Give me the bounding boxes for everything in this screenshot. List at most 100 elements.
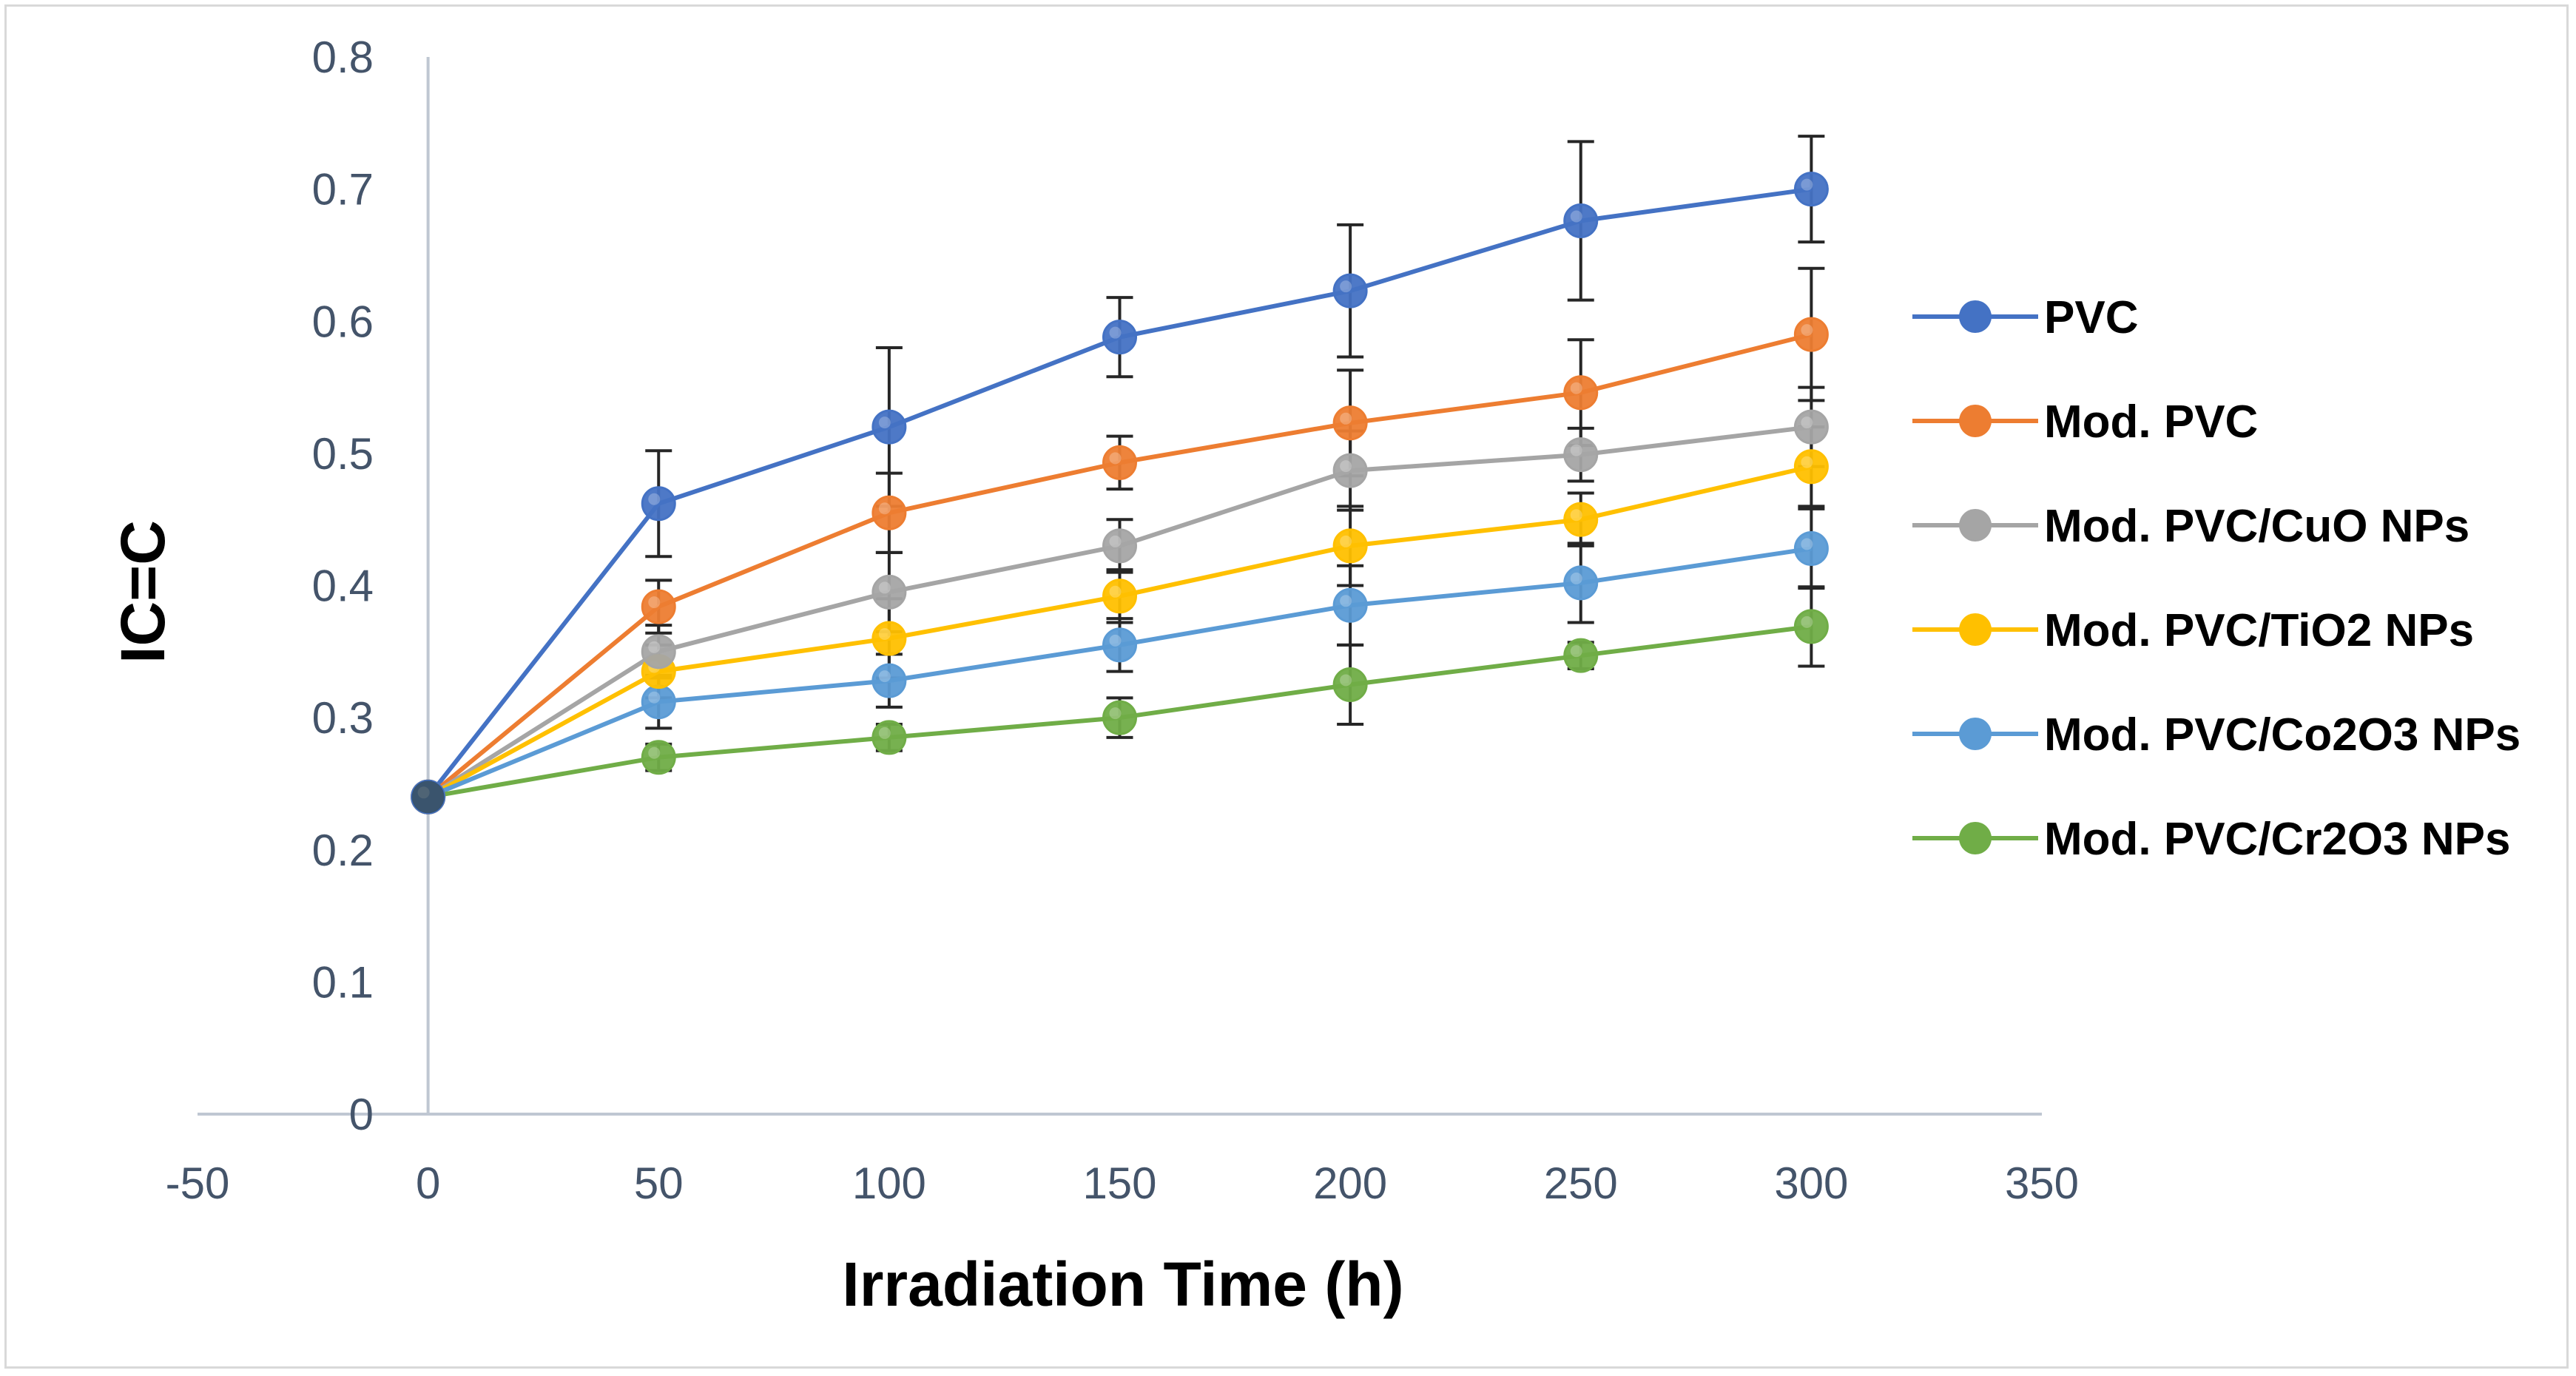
y-tick-label: 0.5 — [312, 429, 374, 479]
legend-marker — [1959, 718, 1992, 750]
legend-label: Mod. PVC/TiO2 NPs — [2044, 605, 2474, 656]
data-point-highlight — [1109, 634, 1122, 647]
data-point-highlight — [1340, 412, 1352, 425]
x-tick-label: -50 — [166, 1159, 230, 1208]
y-tick-label: 0.7 — [312, 165, 374, 215]
legend-label: Mod. PVC — [2044, 397, 2258, 448]
axes — [198, 57, 2042, 1116]
data-point-highlight — [1801, 616, 1813, 628]
data-point-highlight — [1570, 509, 1582, 522]
data-point-highlight — [1340, 280, 1352, 293]
data-point-highlight — [648, 493, 661, 505]
data-point — [1563, 638, 1599, 673]
data-point-highlight — [878, 416, 891, 429]
data-point — [1102, 579, 1137, 614]
x-tick-label: 50 — [634, 1159, 684, 1208]
legend-marker — [1959, 300, 1992, 333]
legend-label: Mod. PVC/Co2O3 NPs — [2044, 709, 2521, 760]
data-point-highlight — [648, 746, 661, 759]
data-point-highlight — [1801, 538, 1813, 550]
data-point — [1793, 409, 1829, 445]
data-point-highlight — [878, 670, 891, 683]
data-point-highlight — [1570, 210, 1582, 223]
y-tick-label: 0.8 — [312, 33, 374, 82]
data-point-highlight — [648, 596, 661, 609]
data-point-highlight — [1801, 178, 1813, 191]
tick-labels: -50 0 50 100 150 200 250 300 350 0 0.1 0.2 0.3 0.4 0.5… — [166, 33, 2079, 1208]
data-point — [641, 486, 676, 522]
data-point — [641, 589, 676, 624]
data-point — [1793, 530, 1829, 566]
legend-label: Mod. PVC/CuO NPs — [2044, 501, 2469, 552]
data-point-highlight — [1340, 535, 1352, 547]
x-tick-label: 200 — [1313, 1159, 1387, 1208]
legend: PVC Mod. PVC Mod. PVC/CuO NPs Mod. PVC/TiO2… — [1912, 292, 2521, 865]
data-point — [1102, 320, 1137, 355]
data-point-highlight — [1109, 707, 1122, 720]
data-point-highlight — [1570, 444, 1582, 456]
chart-frame — [4, 4, 2569, 1369]
data-point-highlight — [878, 627, 891, 640]
data-point — [871, 574, 907, 610]
data-point-highlight — [648, 691, 661, 704]
data-point-highlight — [1801, 416, 1813, 429]
y-axis-title: IC=C — [108, 520, 178, 664]
x-tick-label: 150 — [1082, 1159, 1156, 1208]
legend-label: PVC — [2044, 292, 2138, 343]
data-point-highlight — [878, 502, 891, 515]
data-point — [1332, 667, 1368, 702]
data-point — [1332, 273, 1368, 308]
x-tick-label: 100 — [852, 1159, 926, 1208]
data-point — [871, 663, 907, 698]
data-point — [1793, 609, 1829, 644]
data-point — [1102, 445, 1137, 480]
data-point-highlight — [878, 726, 891, 739]
data-point — [871, 409, 907, 445]
data-point — [1332, 587, 1368, 623]
data-point — [1563, 502, 1599, 537]
y-tick-label: 0 — [349, 1090, 374, 1139]
data-point — [1793, 317, 1829, 352]
data-point — [641, 684, 676, 720]
data-point — [1332, 528, 1368, 564]
x-tick-label: 250 — [1544, 1159, 1618, 1208]
x-tick-label: 300 — [1774, 1159, 1848, 1208]
legend-marker — [1959, 509, 1992, 542]
data-point — [1332, 405, 1368, 441]
data-point-highlight — [1340, 595, 1352, 607]
legend-marker — [1959, 405, 1992, 437]
data-point-highlight — [1570, 382, 1582, 394]
data-point — [1102, 627, 1137, 663]
x-tick-label: 350 — [2005, 1159, 2079, 1208]
data-point-highlight — [1340, 460, 1352, 473]
data-point-highlight — [1340, 674, 1352, 687]
data-point — [1563, 565, 1599, 601]
data-point — [1332, 453, 1368, 488]
legend-marker — [1959, 822, 1992, 854]
data-point — [1793, 172, 1829, 207]
data-point-highlight — [1570, 645, 1582, 658]
y-tick-label: 0.6 — [312, 297, 374, 346]
series-markers — [411, 172, 1829, 815]
legend-marker — [1959, 613, 1992, 646]
data-point — [1563, 375, 1599, 411]
data-point-highlight — [878, 581, 891, 594]
data-point-highlight — [1801, 456, 1813, 468]
data-point — [641, 740, 676, 775]
data-point — [871, 621, 907, 656]
data-point-highlight — [1801, 324, 1813, 337]
data-point — [1102, 528, 1137, 564]
data-point — [1563, 203, 1599, 238]
error-bars — [645, 135, 1825, 772]
data-point — [1563, 437, 1599, 473]
y-tick-label: 0.1 — [312, 957, 374, 1007]
data-point — [1793, 449, 1829, 485]
x-tick-label: 0 — [416, 1159, 440, 1208]
y-tick-label: 0.3 — [312, 693, 374, 743]
data-point-highlight — [1109, 585, 1122, 598]
data-point-highlight — [1109, 326, 1122, 339]
y-tick-label: 0.4 — [312, 561, 374, 611]
data-point-highlight — [1570, 572, 1582, 584]
data-point-highlight — [1109, 535, 1122, 547]
